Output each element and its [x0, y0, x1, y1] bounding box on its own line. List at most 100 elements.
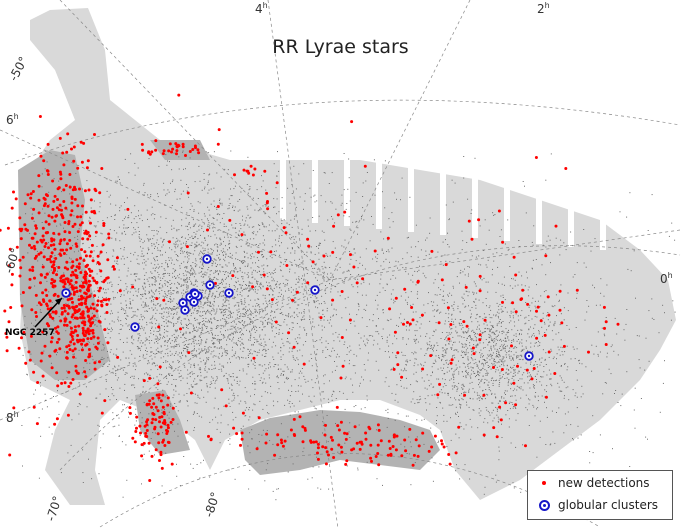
star-point	[366, 461, 368, 463]
star-point	[140, 246, 141, 248]
star-point	[205, 326, 207, 328]
star-point	[166, 335, 168, 337]
star-point	[262, 285, 264, 287]
star-point	[118, 365, 120, 367]
star-point	[167, 285, 169, 287]
star-point	[242, 333, 244, 335]
star-point	[510, 312, 512, 314]
star-point	[363, 379, 364, 381]
star-point	[323, 383, 325, 385]
star-point	[118, 436, 120, 437]
star-point	[281, 242, 282, 244]
star-point	[188, 324, 189, 325]
star-point	[194, 281, 196, 283]
star-point	[480, 380, 482, 382]
star-point	[241, 338, 243, 340]
star-point	[444, 320, 446, 322]
star-point	[601, 327, 603, 329]
star-point	[512, 358, 514, 360]
star-point	[196, 402, 198, 404]
star-point	[185, 323, 187, 325]
star-point	[223, 280, 224, 282]
star-point	[292, 289, 294, 291]
star-point	[512, 375, 514, 377]
star-point	[195, 233, 197, 235]
star-point	[256, 251, 258, 253]
star-point	[281, 302, 283, 304]
star-point	[175, 344, 177, 345]
star-point	[206, 386, 208, 388]
star-point	[249, 330, 250, 332]
star-point	[255, 262, 256, 264]
star-point	[185, 331, 187, 333]
star-point	[281, 220, 283, 222]
star-point	[156, 319, 158, 321]
star-point	[331, 216, 332, 217]
star-point	[444, 383, 446, 385]
star-point	[39, 382, 41, 384]
star-point	[386, 283, 388, 285]
star-point	[226, 339, 227, 341]
star-point	[177, 275, 179, 277]
star-point	[210, 235, 212, 237]
star-point	[191, 355, 193, 356]
star-point	[459, 324, 461, 326]
star-point	[135, 280, 137, 282]
star-point	[258, 343, 260, 345]
star-point	[192, 350, 194, 352]
star-point	[153, 304, 155, 306]
star-point	[506, 390, 508, 392]
star-point	[202, 290, 204, 291]
star-point	[180, 193, 182, 195]
star-point	[105, 297, 107, 299]
star-point	[172, 361, 174, 363]
star-point	[560, 377, 562, 379]
star-point	[491, 332, 493, 334]
star-point	[240, 334, 242, 336]
star-point	[318, 252, 320, 254]
star-point	[483, 355, 484, 357]
star-point	[277, 296, 279, 298]
star-point	[465, 290, 467, 292]
star-point	[297, 337, 299, 339]
star-point	[187, 225, 188, 227]
star-point	[219, 198, 221, 200]
star-point	[251, 253, 253, 255]
star-point	[471, 358, 473, 360]
star-point	[502, 297, 504, 298]
star-point	[479, 396, 481, 398]
star-point	[508, 329, 509, 331]
star-point	[151, 245, 153, 247]
star-point	[310, 246, 312, 248]
star-point	[271, 276, 273, 278]
star-point	[384, 351, 386, 352]
star-point	[95, 360, 97, 362]
star-point	[505, 354, 507, 356]
star-point	[180, 370, 182, 372]
star-point	[190, 269, 192, 271]
star-point	[262, 372, 264, 374]
star-point	[477, 427, 479, 429]
star-point	[520, 366, 522, 368]
star-point	[255, 305, 257, 307]
star-point	[214, 337, 216, 339]
star-point	[431, 344, 432, 346]
star-point	[512, 357, 514, 359]
star-point	[170, 182, 171, 184]
star-point	[293, 312, 295, 314]
star-point	[391, 368, 393, 370]
star-point	[301, 319, 302, 321]
star-point	[280, 218, 282, 220]
star-point	[469, 375, 471, 377]
star-point	[166, 193, 168, 195]
star-point	[360, 408, 362, 410]
star-point	[100, 232, 102, 234]
star-point	[213, 309, 215, 311]
star-point	[151, 290, 153, 292]
star-point	[501, 349, 503, 351]
star-point	[567, 292, 569, 294]
star-point	[233, 296, 235, 298]
star-point	[165, 361, 167, 363]
star-point	[291, 322, 293, 324]
star-point	[519, 354, 521, 356]
